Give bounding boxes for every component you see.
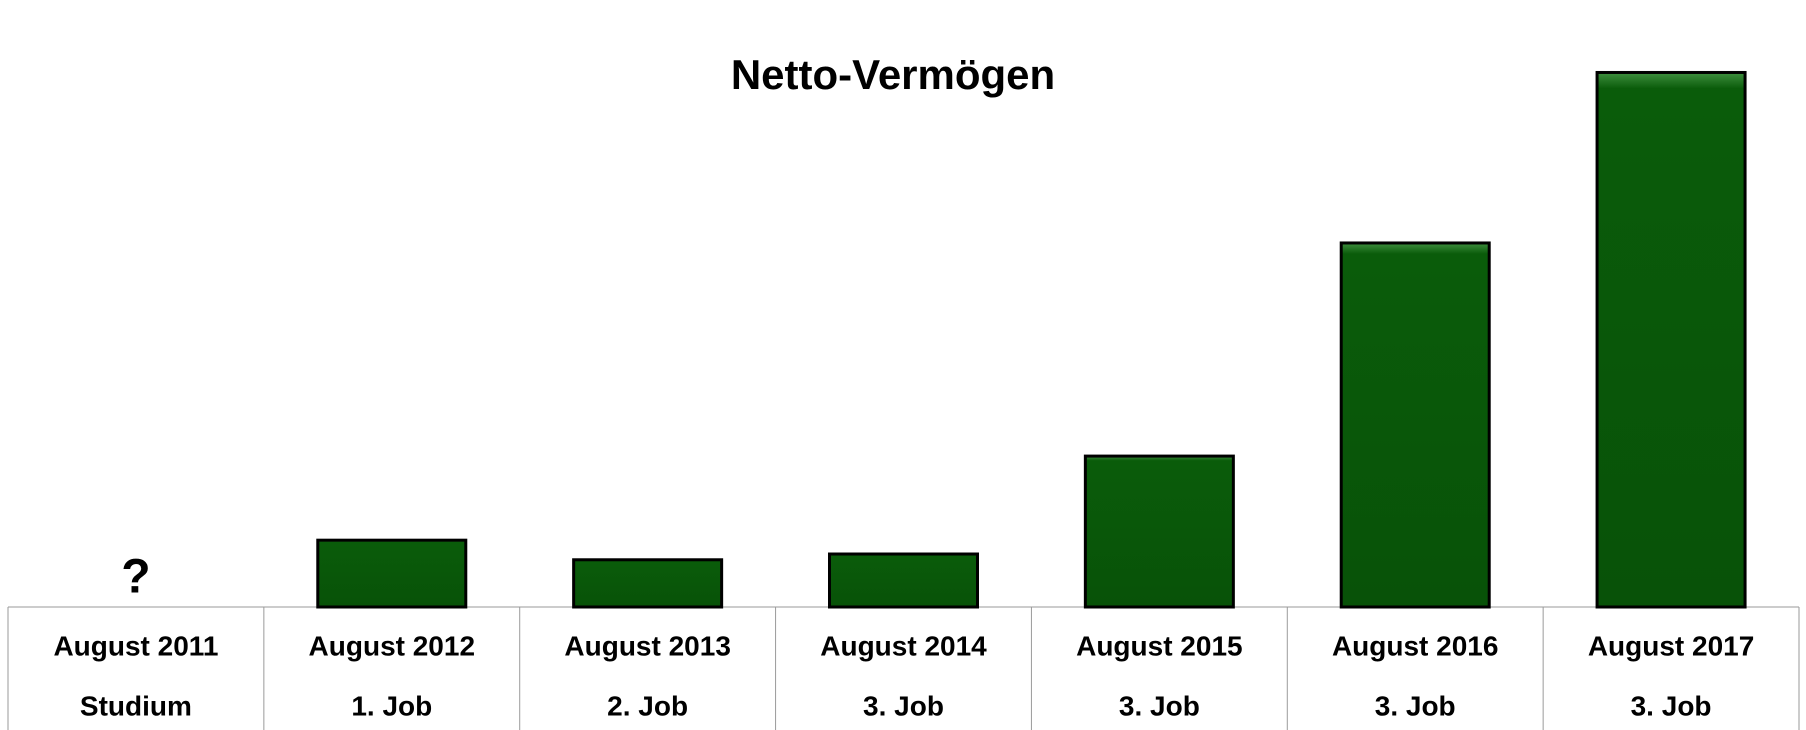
bar xyxy=(316,538,468,609)
bar xyxy=(1339,241,1491,609)
x-tick-sublabel: 3. Job xyxy=(1631,690,1712,721)
bar xyxy=(1083,454,1235,609)
x-tick-sublabel: 3. Job xyxy=(863,690,944,721)
x-tick-sublabel: 3. Job xyxy=(1375,690,1456,721)
x-tick-label: August 2016 xyxy=(1332,630,1499,661)
x-tick-label: August 2017 xyxy=(1588,630,1755,661)
x-tick-sublabel: 2. Job xyxy=(607,690,688,721)
x-tick-label: August 2011 xyxy=(53,630,218,661)
bar xyxy=(828,552,979,609)
x-tick-sublabel: 3. Job xyxy=(1119,690,1200,721)
x-tick-label: August 2013 xyxy=(564,630,731,661)
x-tick-label: August 2012 xyxy=(309,630,476,661)
x-tick-sublabel: 1. Job xyxy=(351,690,432,721)
x-tick-label: August 2015 xyxy=(1076,630,1243,661)
bar xyxy=(1595,70,1747,609)
x-tick-label: August 2014 xyxy=(820,630,987,661)
value-label: ? xyxy=(121,551,150,604)
chart-title: Netto-Vermögen xyxy=(731,51,1055,98)
bar xyxy=(572,558,724,609)
x-tick-sublabel: Studium xyxy=(80,690,192,721)
